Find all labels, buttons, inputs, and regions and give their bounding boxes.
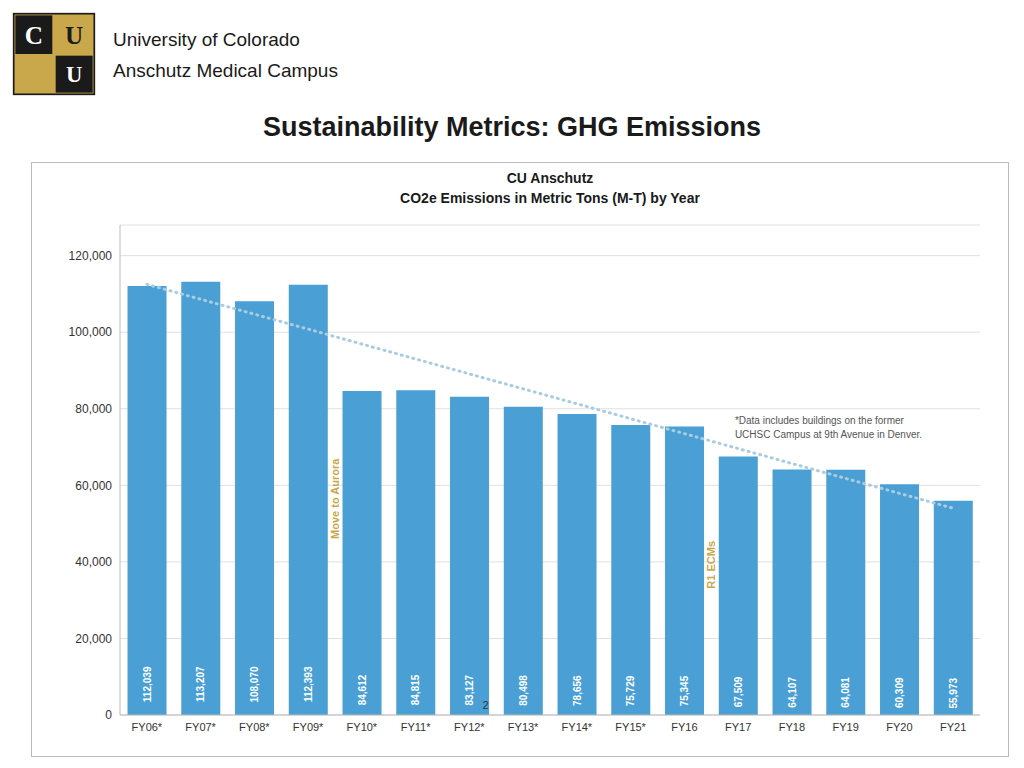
- html-text:University of Colorado: University of Colorado: [113, 29, 300, 50]
- svg-text:83,127: 83,127: [464, 674, 475, 705]
- svg-text:40,000: 40,000: [75, 555, 112, 569]
- svg-text:113,207: 113,207: [195, 666, 206, 702]
- svg-text:60,309: 60,309: [894, 677, 905, 708]
- svg-text:FY15*: FY15*: [615, 721, 646, 733]
- svg-text:Move to Aurora: Move to Aurora: [329, 458, 341, 539]
- svg-text:120,000: 120,000: [69, 249, 113, 263]
- svg-text:112,393: 112,393: [303, 666, 314, 702]
- svg-text:80,000: 80,000: [75, 402, 112, 416]
- svg-text:FY21: FY21: [940, 721, 966, 733]
- svg-text:*Data includes buildings on th: *Data includes buildings on the former: [735, 415, 905, 426]
- svg-text:0: 0: [105, 708, 112, 722]
- svg-text:R1 ECMs: R1 ECMs: [705, 541, 717, 589]
- svg-text:FY19: FY19: [832, 721, 858, 733]
- svg-text:U: U: [66, 62, 82, 87]
- svg-text:2: 2: [482, 699, 488, 711]
- svg-text:80,498: 80,498: [518, 675, 529, 706]
- svg-text:FY16: FY16: [671, 721, 697, 733]
- html-text:CO2e Emissions in Metric Tons: CO2e Emissions in Metric Tons (M-T) by Y…: [400, 190, 700, 206]
- svg-text:FY14*: FY14*: [562, 721, 593, 733]
- svg-text:FY17: FY17: [725, 721, 751, 733]
- html-text:CU Anschutz: CU Anschutz: [506, 170, 594, 186]
- svg-text:FY10*: FY10*: [347, 721, 378, 733]
- svg-text:FY06*: FY06*: [132, 721, 163, 733]
- svg-text:FY18: FY18: [779, 721, 805, 733]
- svg-text:20,000: 20,000: [75, 632, 112, 646]
- svg-text:64,107: 64,107: [787, 677, 798, 708]
- html-text:Sustainability Metrics: GHG Em: Sustainability Metrics: GHG Emissions: [262, 112, 762, 142]
- svg-text:112,039: 112,039: [142, 666, 153, 702]
- svg-text:U: U: [65, 22, 83, 49]
- svg-text:67,509: 67,509: [733, 676, 744, 707]
- svg-text:FY13*: FY13*: [508, 721, 539, 733]
- svg-text:FY12*: FY12*: [454, 721, 485, 733]
- svg-text:FY08*: FY08*: [239, 721, 270, 733]
- svg-text:84,815: 84,815: [410, 674, 421, 705]
- svg-text:55,973: 55,973: [948, 678, 959, 709]
- svg-text:84,612: 84,612: [357, 674, 368, 705]
- svg-text:UCHSC Campus at 9th Avenue in: UCHSC Campus at 9th Avenue in Denver.: [735, 429, 922, 440]
- svg-text:C: C: [25, 22, 43, 49]
- svg-text:FY09*: FY09*: [293, 721, 324, 733]
- svg-text:FY20: FY20: [886, 721, 912, 733]
- svg-text:FY11*: FY11*: [401, 721, 431, 733]
- svg-text:FY07*: FY07*: [185, 721, 216, 733]
- svg-text:64,081: 64,081: [840, 677, 851, 708]
- svg-text:75,345: 75,345: [679, 675, 690, 706]
- svg-text:108,070: 108,070: [249, 666, 260, 703]
- svg-text:75,729: 75,729: [625, 675, 636, 706]
- svg-text:C: C: [26, 62, 42, 87]
- svg-text:60,000: 60,000: [75, 479, 112, 493]
- svg-text:100,000: 100,000: [69, 325, 113, 339]
- svg-text:78,656: 78,656: [572, 675, 583, 706]
- html-text:Anschutz Medical Campus: Anschutz Medical Campus: [113, 60, 338, 81]
